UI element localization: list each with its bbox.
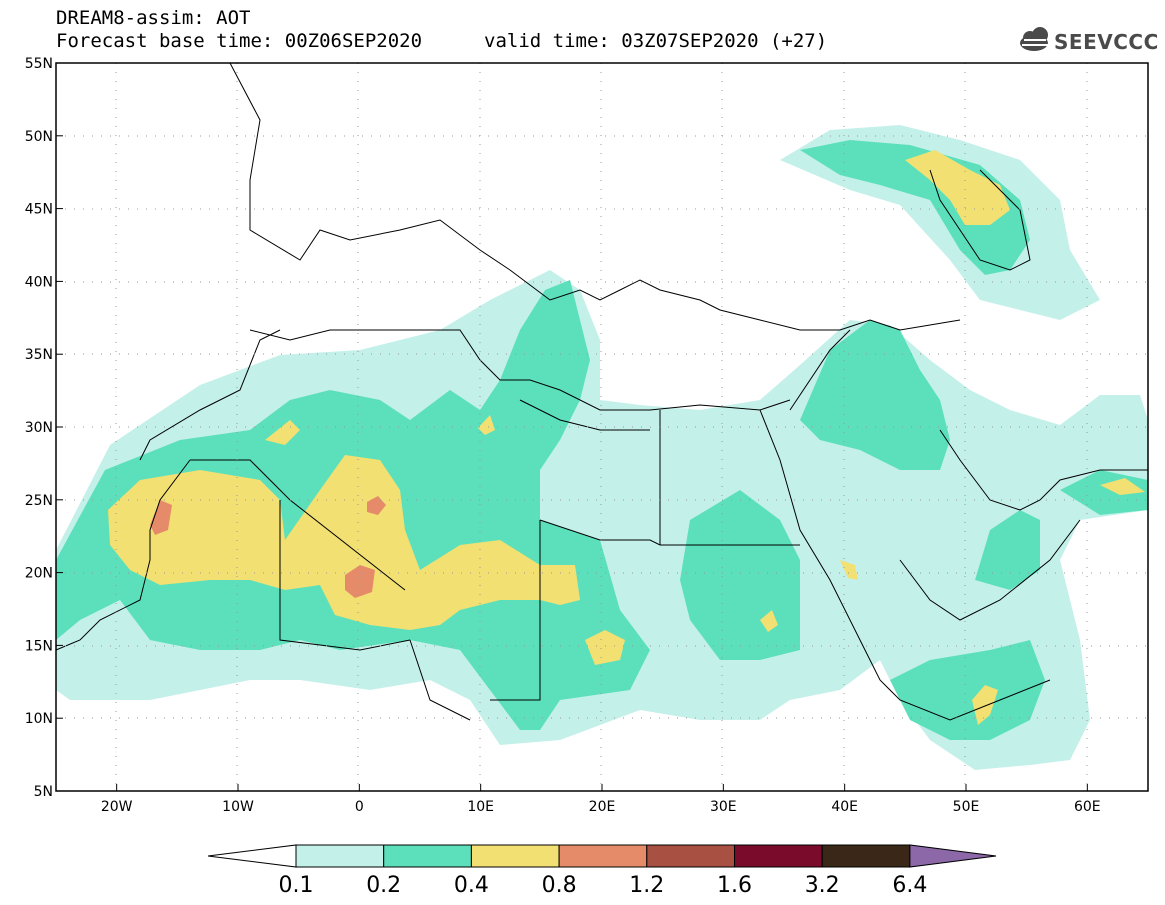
axis-ticks: 55N 50N 45N 40N 35N 30N 25N 20N 15N 10N 5N 20W 10W 0 1… <box>25 56 1101 815</box>
lat-label: 25N <box>25 493 53 509</box>
colorbar-level-label: 3.2 <box>804 873 840 898</box>
graticule <box>56 63 1148 791</box>
lon-label: 40E <box>831 799 858 815</box>
colorbar-level-label: 1.2 <box>629 873 665 898</box>
lat-label: 15N <box>25 638 53 654</box>
forecast-base-time: Forecast base time: 00Z06SEP2020 <box>56 30 423 52</box>
seevccc-logo <box>1020 27 1048 51</box>
valid-time: valid time: 03Z07SEP2020 (+27) <box>484 30 828 52</box>
lat-label: 55N <box>25 56 53 72</box>
lon-label: 30E <box>710 799 737 815</box>
map-title: DREAM8-assim: AOT <box>56 7 251 29</box>
colorbar-level-label: 6.4 <box>892 873 928 898</box>
lat-label: 35N <box>25 347 53 363</box>
aot-fields <box>56 125 1148 770</box>
lat-label: 5N <box>34 784 53 800</box>
lon-label: 60E <box>1074 799 1101 815</box>
lon-label: 20W <box>101 799 133 815</box>
lon-label: 10E <box>467 799 494 815</box>
logo-text: SEEVCCC <box>1054 30 1159 54</box>
colorbar-level-label: 0.8 <box>541 873 577 898</box>
lon-label: 20E <box>589 799 616 815</box>
lat-label: 50N <box>25 129 53 145</box>
colorbar-level-label: 1.6 <box>717 873 752 898</box>
colorbar-level-label: 0.4 <box>453 873 489 898</box>
colorbar-level-label: 0.1 <box>278 873 314 898</box>
lat-label: 45N <box>25 202 53 218</box>
lat-label: 20N <box>25 566 53 582</box>
lat-label: 10N <box>25 711 53 727</box>
colorbar-level-label: 0.2 <box>366 873 402 898</box>
lat-label: 30N <box>25 420 53 436</box>
lon-label: 10W <box>222 799 254 815</box>
lat-label: 40N <box>25 274 53 290</box>
lon-label: 50E <box>953 799 980 815</box>
lon-label: 0 <box>355 799 364 815</box>
coastlines <box>55 62 1148 721</box>
